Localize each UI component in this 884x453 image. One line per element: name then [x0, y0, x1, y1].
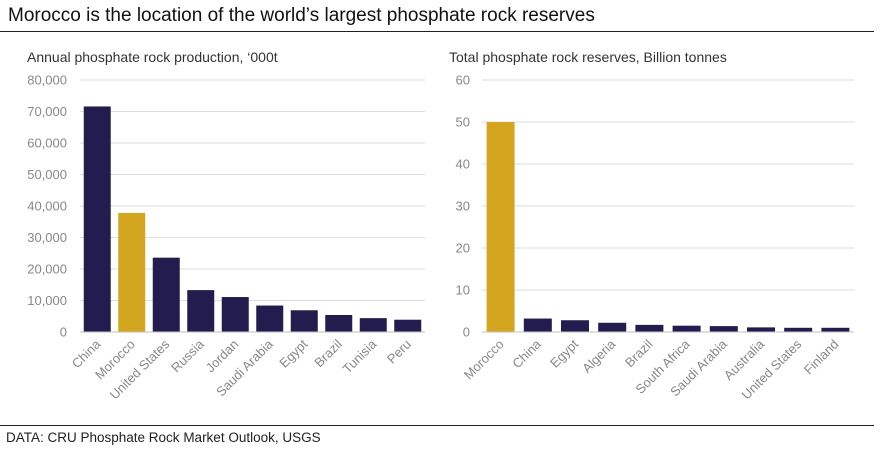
- reserves-bar: [561, 320, 589, 332]
- reserves-bar: [523, 318, 552, 332]
- reserves-y-tick-label: 40: [456, 157, 470, 172]
- production-subtitle: Annual phosphate rock production, ‘000t: [27, 49, 278, 65]
- reserves-x-tick-label: Brazil: [622, 336, 656, 370]
- production-x-tick-label: Tunisia: [339, 336, 379, 376]
- page-title: Morocco is the location of the world’s l…: [8, 5, 595, 26]
- production-x-tick-label: Peru: [384, 337, 414, 367]
- reserves-bar: [598, 322, 627, 332]
- title-divider: [0, 31, 874, 32]
- production-chart: Annual phosphate rock production, ‘000t 0…: [27, 49, 425, 402]
- footer-divider: [0, 425, 874, 426]
- production-x-tick-label: Egypt: [276, 336, 310, 370]
- production-bar: [394, 319, 422, 332]
- reserves-y-tick-label: 0: [463, 325, 470, 340]
- reserves-x-tick-label: Algeria: [579, 336, 619, 376]
- reserves-bar: [635, 324, 664, 332]
- source-note: DATA: CRU Phosphate Rock Market Outlook,…: [6, 430, 321, 445]
- reserves-y-tick-label: 10: [456, 283, 470, 298]
- reserves-bar: [784, 327, 813, 332]
- production-bar: [83, 106, 111, 333]
- reserves-y-tick-label: 30: [456, 199, 470, 214]
- reserves-y-tick-label: 60: [456, 73, 470, 88]
- reserves-x-tick-label: Finland: [801, 337, 842, 378]
- reserves-bar: [672, 325, 701, 332]
- production-y-tick-label: 80,000: [27, 73, 67, 88]
- reserves-chart: Total phosphate rock reserves, Billion t…: [449, 49, 854, 402]
- production-bar: [118, 212, 146, 332]
- reserves-y-tick-label: 50: [456, 115, 470, 130]
- reserves-bar: [747, 327, 775, 332]
- production-y-tick-label: 40,000: [27, 199, 67, 214]
- reserves-bar: [486, 122, 515, 332]
- production-y-tick-label: 60,000: [27, 136, 67, 151]
- production-bar: [221, 297, 249, 332]
- production-y-tick-label: 50,000: [27, 167, 67, 182]
- production-y-tick-label: 70,000: [27, 104, 67, 119]
- production-y-tick-label: 10,000: [27, 293, 67, 308]
- reserves-x-tick-label: Egypt: [547, 336, 581, 370]
- reserves-bar: [709, 326, 738, 332]
- reserves-y-tick-label: 20: [456, 241, 470, 256]
- reserves-x-tick-label: China: [509, 336, 544, 371]
- reserves-bar: [821, 327, 850, 332]
- production-bar: [256, 305, 284, 332]
- production-y-tick-label: 20,000: [27, 262, 67, 277]
- reserves-x-tick-label: Morocco: [461, 337, 507, 383]
- production-bar: [152, 257, 180, 332]
- production-y-tick-label: 30,000: [27, 230, 67, 245]
- production-bar: [359, 318, 387, 332]
- reserves-subtitle: Total phosphate rock reserves, Billion t…: [449, 49, 727, 65]
- production-x-tick-label: Russia: [168, 336, 207, 375]
- production-bar: [290, 310, 318, 332]
- production-y-tick-label: 0: [60, 325, 67, 340]
- production-bar: [325, 314, 353, 332]
- production-bar: [187, 290, 215, 332]
